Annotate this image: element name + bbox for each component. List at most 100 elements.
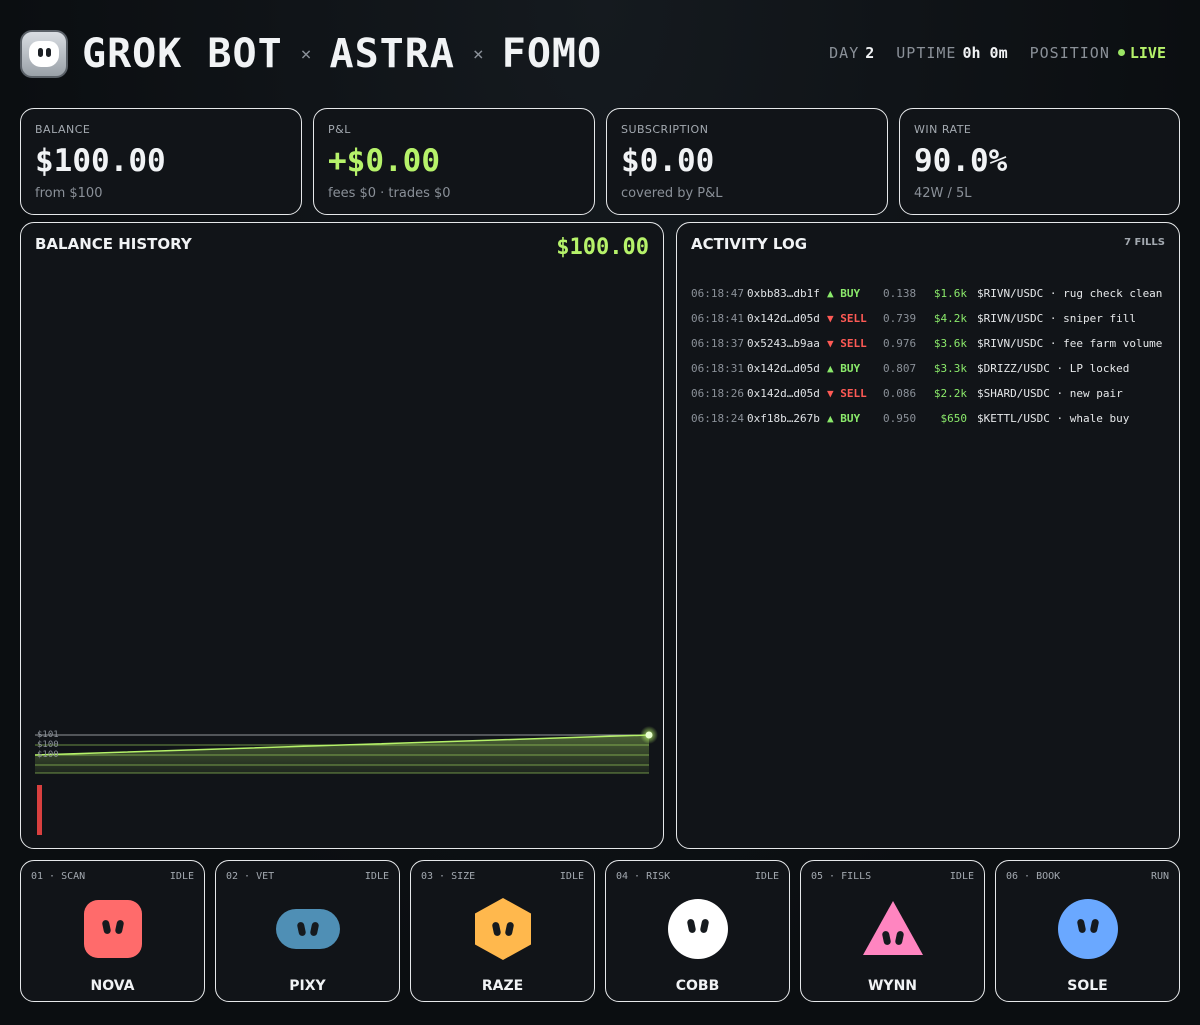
agent-state: IDLE — [754, 871, 779, 882]
log-usd: $650 — [940, 412, 968, 425]
log-usd: $3.6k — [933, 337, 967, 350]
log-row: 06:18:26 0x142d…d05d ▼ SELL 0.086 $2.2k $SHAR… — [691, 381, 1171, 406]
avatar-eye — [309, 921, 320, 937]
metric-label: BALANCE — [35, 123, 91, 136]
subscription-card: SUBSCRIPTION $0.00 covered by P&L — [606, 108, 888, 215]
circle-avatar-icon — [668, 899, 728, 959]
avatar-eye — [699, 918, 710, 934]
agent-card-wynn[interactable]: 05 · FILLS IDLE WYNN — [800, 860, 985, 1002]
avatar-eye — [114, 919, 125, 935]
log-row: 06:18:31 0x142d…d05d ▲ BUY 0.807 $3.3k $DRIZZ… — [691, 356, 1171, 381]
agent-state: IDLE — [559, 871, 584, 882]
balance-history-panel: BALANCE HISTORY $100.00 $101 $100 $100 — [20, 222, 664, 849]
balance-chart: $101$100$100 — [34, 726, 658, 835]
rounded-square-avatar-icon — [84, 900, 142, 958]
log-qty: 0.950 — [883, 412, 917, 425]
y-tick-label: $101 — [37, 730, 59, 740]
log-row: 06:18:47 0xbb83…db1f ▲ BUY 0.138 $1.6k $RIVN/… — [691, 281, 1171, 306]
avatar-eye — [881, 930, 892, 946]
avatar-eye — [1089, 918, 1100, 934]
hexagon-avatar-icon — [475, 898, 531, 960]
agent-name: SOLE — [1067, 978, 1108, 994]
log-description: $KETTL/USDC · whale buy — [977, 412, 1130, 425]
activity-log-list: 06:18:47 0xbb83…db1f ▲ BUY 0.138 $1.6k $RIVN/… — [691, 281, 1171, 431]
log-usd: $2.2k — [933, 387, 967, 400]
agent-card-cobb[interactable]: 04 · RISK IDLE COBB — [605, 860, 790, 1002]
log-time: 06:18:41 — [691, 312, 744, 325]
log-description: $RIVN/USDC · rug check clean — [977, 287, 1163, 300]
balance-area — [35, 735, 649, 773]
agent-card-nova[interactable]: 01 · SCAN IDLE NOVA — [20, 860, 205, 1002]
agent-card-sole[interactable]: 06 · BOOK RUN SOLE — [995, 860, 1180, 1002]
header-stats: DAY 2 UPTIME 0h 0m POSITION LIVE — [829, 44, 1166, 62]
log-side: ▲ BUY — [827, 287, 861, 300]
metric-sub: covered by P&L — [621, 186, 723, 201]
metric-label: P&L — [328, 123, 351, 136]
avatar-eye — [296, 921, 307, 937]
log-address: 0x142d…d05d — [747, 312, 820, 325]
agent-name: COBB — [675, 978, 720, 994]
agent-step: 05 · FILLS — [811, 871, 872, 882]
log-qty: 0.807 — [883, 362, 917, 375]
metric-label: WIN RATE — [914, 123, 972, 136]
balance-line — [34, 734, 650, 756]
brand-grok-bot: GROK BOT — [82, 31, 283, 77]
triangle-avatar-icon — [863, 901, 923, 955]
brand-astra: ASTRA — [329, 31, 455, 77]
metric-value: +$0.00 — [328, 143, 440, 179]
log-side: ▲ BUY — [827, 412, 861, 425]
agent-step: 06 · BOOK — [1006, 871, 1061, 882]
log-time: 06:18:31 — [691, 362, 744, 375]
metric-sub: fees $0 · trades $0 — [328, 186, 451, 201]
metric-value: 90.0% — [914, 143, 1008, 179]
brand-title: GROK BOT × ASTRA × FOMO — [82, 28, 602, 80]
agent-state: IDLE — [949, 871, 974, 882]
agent-step: 02 · VET — [226, 871, 275, 882]
avatar-eye — [686, 918, 697, 934]
log-side: ▼ SELL — [827, 387, 867, 400]
log-usd: $3.3k — [933, 362, 967, 375]
agent-card-raze[interactable]: 03 · SIZE IDLE RAZE — [410, 860, 595, 1002]
agent-card-pixy[interactable]: 02 · VET IDLE PIXY — [215, 860, 400, 1002]
agent-step: 04 · RISK — [616, 871, 671, 882]
day-stat: DAY 2 — [829, 44, 875, 62]
log-time: 06:18:26 — [691, 387, 744, 400]
fills-count: 7 FILLS — [1124, 237, 1165, 248]
agent-state: RUN — [1150, 871, 1169, 882]
header: GROK BOT × ASTRA × FOMO DAY 2 UPTIME 0h 0m… — [20, 28, 1180, 80]
balance-card: BALANCE $100.00 from $100 — [20, 108, 302, 215]
metric-value: $0.00 — [621, 143, 715, 179]
log-qty: 0.739 — [883, 312, 917, 325]
agent-name: NOVA — [90, 978, 135, 994]
y-tick-label: $100 — [37, 740, 59, 750]
log-qty: 0.976 — [883, 337, 917, 350]
avatar-eye — [894, 930, 905, 946]
live-status: LIVE — [1129, 44, 1166, 62]
metric-label: SUBSCRIPTION — [621, 123, 709, 136]
log-description: $DRIZZ/USDC · LP locked — [977, 362, 1130, 375]
agent-name: PIXY — [289, 978, 326, 994]
log-usd: $4.2k — [933, 312, 967, 325]
metric-sub: from $100 — [35, 186, 103, 201]
avatar-eye — [504, 921, 515, 937]
brand-separator: × — [472, 43, 484, 65]
log-time: 06:18:37 — [691, 337, 744, 350]
position-stat: POSITION LIVE — [1029, 44, 1166, 62]
uptime-stat: UPTIME 0h 0m — [896, 44, 1008, 62]
log-address: 0x5243…b9aa — [747, 337, 820, 350]
log-qty: 0.138 — [883, 287, 917, 300]
log-description: $RIVN/USDC · fee farm volume — [977, 337, 1163, 350]
loss-bar — [37, 785, 42, 835]
agent-state: IDLE — [364, 871, 389, 882]
log-row: 06:18:37 0x5243…b9aa ▼ SELL 0.976 $3.6k $RIVN… — [691, 331, 1171, 356]
log-description: $SHARD/USDC · new pair — [977, 387, 1123, 400]
agent-state: IDLE — [169, 871, 194, 882]
log-side: ▲ BUY — [827, 362, 861, 375]
log-row: 06:18:41 0x142d…d05d ▼ SELL 0.739 $4.2k $RIVN… — [691, 306, 1171, 331]
current-balance: $100.00 — [556, 235, 649, 260]
circle-avatar-icon — [1058, 899, 1118, 959]
win-rate-card: WIN RATE 90.0% 42W / 5L — [899, 108, 1180, 215]
log-time: 06:18:47 — [691, 287, 744, 300]
log-address: 0x142d…d05d — [747, 362, 820, 375]
brand-fomo: FOMO — [501, 31, 603, 77]
